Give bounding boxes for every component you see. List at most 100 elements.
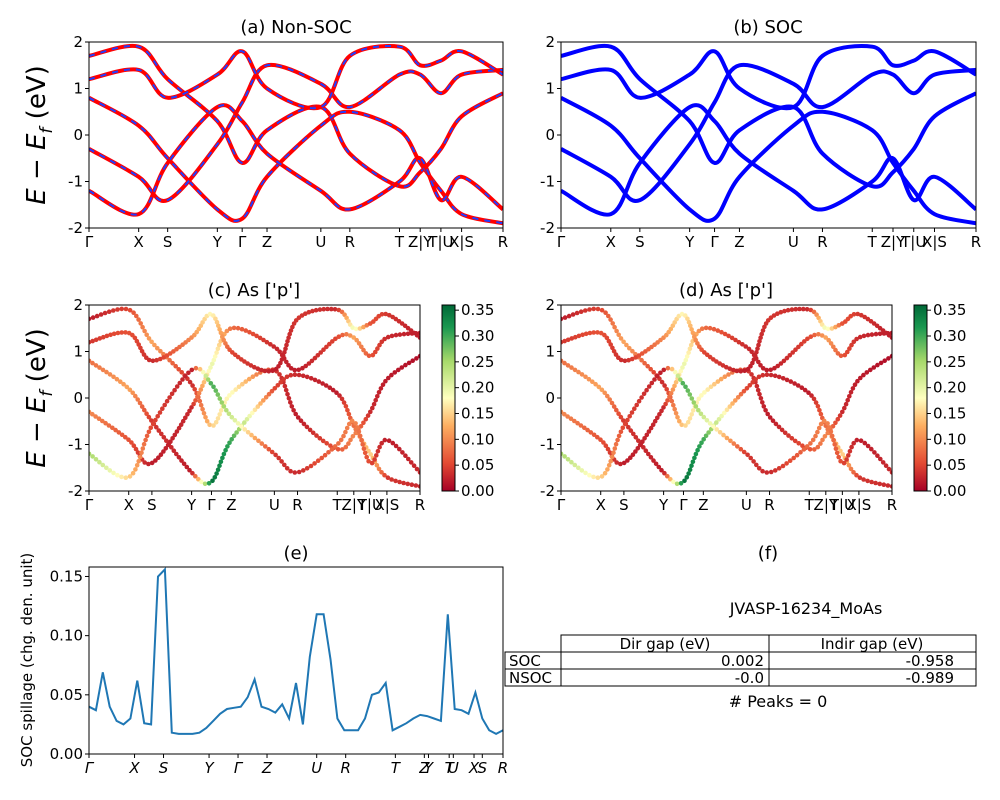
panel-c-point: [336, 441, 341, 446]
panel-c-point: [403, 362, 408, 368]
panel-d-point: [691, 400, 697, 405]
panel-d-point: [822, 325, 827, 330]
panel-d-point: [808, 334, 814, 340]
panel-d-point: [840, 452, 845, 457]
panel-c-point: [153, 417, 158, 423]
panel-e-xtick-label-2: S: [159, 759, 169, 777]
panel-c-point: [124, 384, 130, 390]
panel-d-point: [847, 448, 853, 454]
panel-d-point: [621, 339, 626, 345]
panel-d-point: [857, 334, 863, 340]
panel-d-point: [689, 327, 694, 332]
panel-c-point: [218, 459, 224, 465]
panel-c-xtick-label-3: Y: [186, 496, 197, 514]
panel-c-point: [93, 457, 99, 462]
panel-c-xtick-label-0: Γ: [85, 496, 94, 514]
panel-d-point: [843, 401, 849, 407]
panel-d-point: [609, 454, 615, 460]
panel-c-point: [158, 348, 163, 354]
panel-c-point: [239, 424, 244, 429]
panel-c-point: [259, 367, 264, 373]
panel-d-point: [569, 365, 574, 370]
panel-d-point: [880, 460, 886, 465]
panel-c-point: [140, 446, 146, 451]
panel-e-xtick-label-3: Y: [204, 759, 215, 777]
panel-a-xtick-label-4: Γ: [238, 233, 247, 251]
panel-d-point: [671, 402, 676, 408]
panel-d-point: [680, 380, 686, 386]
panel-c-point: [90, 338, 95, 344]
panel-d-point: [786, 433, 791, 438]
panel-c-point: [303, 311, 308, 317]
panel-c-point: [272, 386, 278, 391]
panel-d-point: [816, 315, 821, 321]
panel-d-point: [782, 430, 788, 436]
panel-d-point: [707, 325, 713, 331]
panel-c-point: [389, 477, 394, 482]
panel-d-xtick-label-3: Y: [658, 496, 669, 514]
panel-d-point: [756, 342, 761, 348]
panel-c-point: [220, 455, 225, 461]
panel-d-point: [755, 346, 760, 351]
panel-d-point: [878, 360, 884, 366]
panel-d-point: [696, 396, 702, 402]
panel-d-point: [834, 450, 840, 456]
panel-d-point: [764, 470, 770, 475]
panel-c-point: [196, 390, 202, 396]
panel-d-point: [605, 467, 610, 472]
panel-d-point: [633, 449, 638, 454]
panel-b-ytick-label-4: 2: [545, 33, 555, 51]
panel-d-point: [731, 367, 736, 373]
panel-d-point: [689, 396, 695, 401]
panel-d-point: [677, 418, 682, 424]
panel-c-point: [217, 463, 222, 469]
panel-d-point: [672, 406, 677, 412]
panel-c-point: [100, 462, 106, 468]
panel-d-point: [651, 458, 656, 463]
panel-c-point: [369, 460, 375, 466]
table-row-soc-label: SOC: [509, 652, 541, 670]
panel-c-point: [273, 452, 278, 458]
panel-d-point: [636, 438, 641, 444]
panel-c-point: [292, 367, 298, 373]
panel-d-point: [712, 381, 717, 387]
panel-f-title: (f): [758, 543, 778, 564]
panel-d-point: [616, 433, 622, 439]
panel-d-point: [886, 466, 892, 472]
panel-e-xtick-label-13: X: [468, 759, 480, 777]
panel-b-band-4: [561, 44, 976, 111]
panel-d-point: [642, 360, 647, 366]
panel-d-point: [689, 412, 694, 417]
panel-d-point: [701, 437, 706, 442]
panel-c-point: [179, 458, 184, 463]
panel-c-point: [107, 372, 113, 377]
panel-d-ytick-label-4: 2: [545, 296, 555, 314]
panel-b-xtick-label-3: Y: [684, 233, 695, 251]
panel-c-point: [350, 434, 356, 439]
panel-b-xtick-label-9: Z|Y: [881, 233, 906, 251]
panel-c-point: [365, 413, 371, 418]
panel-c-ytick-label-1: -1: [68, 436, 83, 454]
panel-c-point: [287, 331, 293, 337]
table-row-nsoc-indir: -0.989: [906, 669, 954, 687]
panel-d-point: [791, 455, 796, 461]
panel-d-point: [810, 437, 816, 443]
panel-c-point: [316, 379, 322, 384]
panel-c-point: [271, 344, 277, 349]
panel-d-point: [775, 363, 780, 369]
panel-c-point: [332, 307, 338, 312]
panel-d-point: [745, 452, 750, 458]
panel-d-point: [845, 397, 850, 403]
panel-c-point: [386, 438, 392, 444]
panel-c-point: [150, 421, 156, 427]
panel-d-point: [689, 463, 694, 469]
panel-d-point: [714, 427, 719, 432]
panel-c-point: [396, 367, 401, 373]
table-col-dir: Dir gap (eV): [620, 635, 711, 653]
panel-c-point: [250, 374, 256, 380]
panel-a-band-dash-1: [89, 96, 503, 225]
panel-c-point: [301, 421, 307, 427]
panel-d-point: [760, 372, 766, 378]
panel-c-point: [256, 438, 261, 444]
colorbar-d-tick-label-6: 0.30: [933, 327, 966, 345]
